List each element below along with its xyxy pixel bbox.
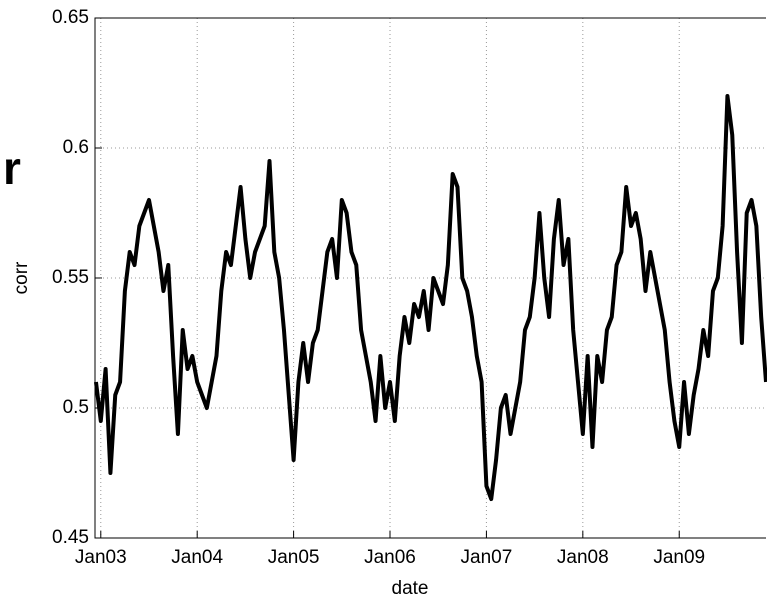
annotation: r xyxy=(3,142,21,194)
x-tick-label: Jan05 xyxy=(268,547,320,568)
y-tick-label: 0.45 xyxy=(52,527,89,548)
x-tick-label: Jan09 xyxy=(653,547,705,568)
y-tick-label: 0.65 xyxy=(52,7,89,28)
axis-frame xyxy=(94,17,766,539)
x-tick-label: Jan04 xyxy=(171,547,223,568)
y-axis-label: corr xyxy=(11,261,32,294)
y-tick-label: 0.5 xyxy=(63,397,89,418)
y-tick-label: 0.55 xyxy=(52,267,89,288)
x-tick-label: Jan06 xyxy=(364,547,416,568)
x-tick-label: Jan07 xyxy=(461,547,513,568)
y-tick-label: 0.6 xyxy=(63,137,89,158)
x-tick-label: Jan03 xyxy=(75,547,127,568)
x-tick-label: Jan08 xyxy=(557,547,609,568)
series-line xyxy=(93,94,767,501)
x-axis-label: date xyxy=(392,578,429,599)
